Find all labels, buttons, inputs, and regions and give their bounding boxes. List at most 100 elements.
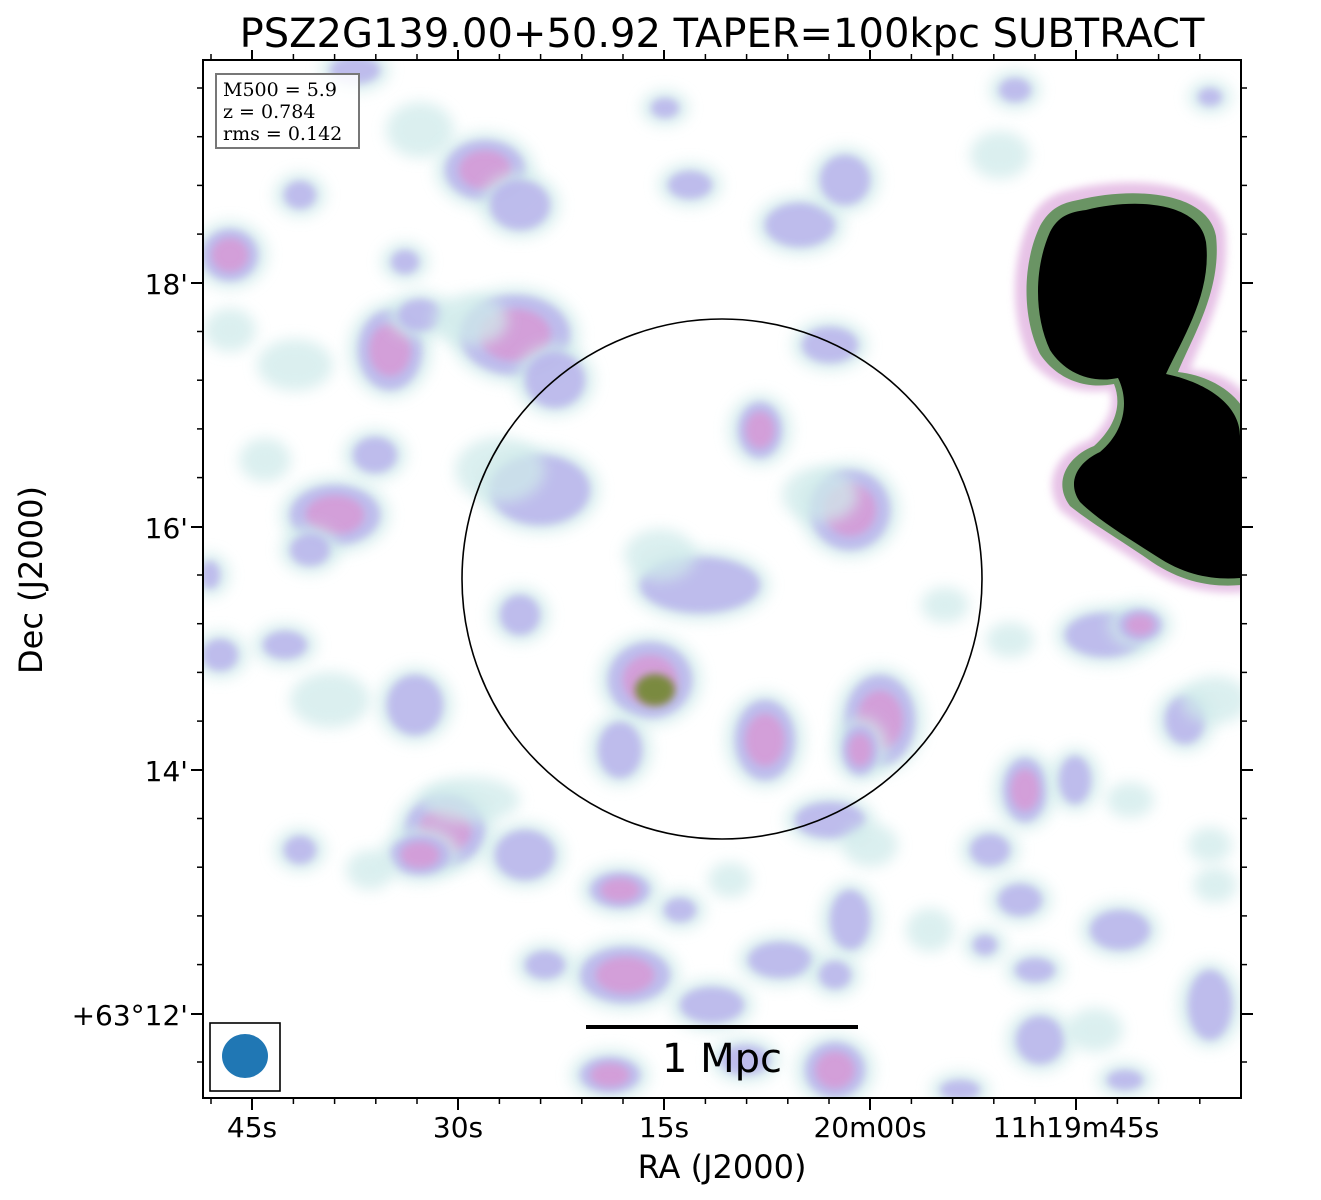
emission-blob [1059,756,1091,804]
emission-halo [970,131,1030,179]
emission-halo [782,467,858,523]
emission-halo [1193,867,1237,903]
y-tick-label: +63°12' [72,999,188,1032]
emission-blob [802,327,858,363]
emission-blob [748,942,812,978]
y-tick-label: 18' [145,268,188,301]
x-tick-label: 45s [227,1111,277,1144]
emission-halo [455,437,545,503]
x-axis-label: RA (J2000) [638,1148,807,1186]
emission-blob [745,714,785,766]
emission-blob [815,1051,855,1089]
emission-blob [1107,1070,1143,1090]
scale-bar: 1 Mpc [586,1025,858,1082]
y-tick-label: 14' [145,755,188,788]
emission-halo [1188,827,1232,863]
beam-box [209,1022,281,1092]
y-tick-label: 16' [145,512,188,545]
emission-blob [305,495,365,535]
x-tick-label: 20m00s [813,1111,926,1144]
emission-blob [998,884,1042,916]
emission-blob [391,250,419,274]
emission-blob [1010,769,1040,811]
emission-blob [263,631,307,659]
scale-bar-label: 1 Mpc [662,1036,782,1082]
bright-source-residual [1015,182,1241,593]
emission-halo [906,908,954,952]
emission-blob [525,951,565,979]
beam-ellipse [222,1034,268,1078]
emission-halo [257,339,333,391]
emission-halo [1106,782,1154,818]
x-axis: 45s 30s 15s 20m00s 11h19m45s RA (J2000) [227,1111,1159,1186]
emission-halo [1067,1008,1123,1052]
emission-blob [1016,1016,1064,1064]
emission-blob [940,1080,980,1098]
emission-halo [239,438,291,482]
emission-blob [795,802,865,838]
emission-blob [211,238,249,272]
emission-blob [819,961,851,989]
emission-blob [203,639,238,671]
emission-blob [720,1045,770,1075]
emission-blob [680,987,744,1023]
emission-blob [590,1063,630,1087]
emission-blob [820,155,870,205]
bright-source-core [1038,203,1240,579]
info-redshift: z = 0.784 [223,101,315,123]
emission-halo [386,102,454,158]
info-box-frame [215,73,360,149]
emission-halo [432,294,508,346]
emission-halo [204,308,256,352]
emission-blob [490,180,550,230]
emission-blob [595,956,655,994]
info-m500: M500 = 5.9 [223,79,337,101]
emission-halo [986,622,1034,658]
emission-blob [970,834,1010,866]
emission-blob [1188,970,1232,1040]
emission-blob [495,830,555,880]
r500-circle [461,318,983,840]
emission-blob [398,299,442,331]
emission-blob [600,878,640,902]
chart-title: PSZ2G139.00+50.92 TAPER=100kpc SUBTRACT [240,11,1205,57]
emission-halo [420,777,520,823]
emission-blob [848,733,872,767]
emission-blob [1090,910,1150,950]
x-tick-label: 11h19m45s [993,1111,1160,1144]
plot-area: M500 = 5.9 z = 0.784 rms = 0.142 1 Mpc [202,59,1242,1099]
x-tick-label: 15s [639,1111,689,1144]
emission-blob [1198,88,1222,106]
emission-blob [830,890,870,950]
x-tick-label: 30s [433,1111,483,1144]
emission-blob [284,181,316,209]
y-axis-label: Dec (J2000) [12,486,50,674]
emission-halo [842,823,898,867]
emission-blob [203,561,220,589]
emission-blob [387,675,443,735]
emission-blob [400,842,440,868]
emission-blob [999,78,1031,102]
emission-blob [745,411,775,449]
emission-blob [668,171,712,199]
emission-blob [765,203,835,247]
info-box: M500 = 5.9 z = 0.784 rms = 0.142 [215,73,360,149]
emission-halo [1181,676,1241,724]
emission-halo [346,850,394,890]
emission-halo [290,672,370,728]
radio-emission-layer [203,60,1241,1098]
plot-frame [202,59,1242,1099]
emission-blob [973,935,997,955]
emission-blob [290,534,330,566]
info-rms: rms = 0.142 [223,123,342,145]
y-axis: 18' 16' 14' +63°12' Dec (J2000) [12,268,188,1032]
emission-blob [1015,958,1055,982]
emission-halo [708,862,752,898]
emission-blob [353,437,397,473]
emission-blob [651,98,679,118]
emission-blob [284,836,316,864]
emission-halo [624,529,696,581]
emission-peak [635,674,675,706]
axis-ticks [191,50,1253,1110]
